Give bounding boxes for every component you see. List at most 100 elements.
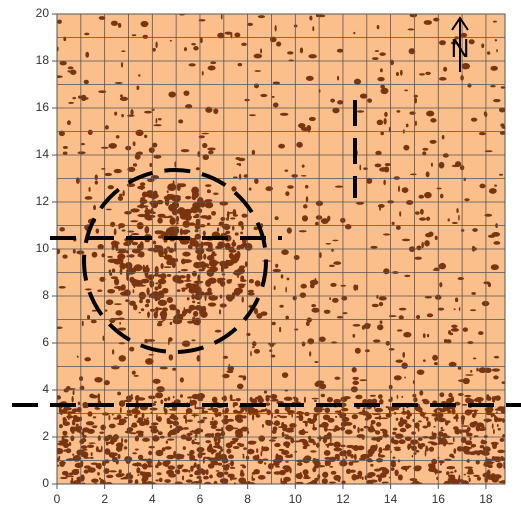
- speckle: [273, 416, 277, 419]
- speckle: [276, 41, 282, 47]
- speckle: [98, 16, 106, 20]
- speckle: [309, 15, 313, 21]
- speckle: [408, 48, 416, 55]
- speckle: [419, 411, 426, 417]
- speckle: [307, 417, 312, 422]
- speckle: [138, 205, 149, 208]
- speckle: [253, 226, 259, 231]
- speckle: [314, 277, 317, 284]
- speckle: [193, 462, 197, 468]
- speckle: [320, 218, 329, 224]
- speckle: [195, 167, 200, 171]
- speckle: [155, 118, 158, 124]
- speckle: [131, 241, 139, 246]
- speckle: [182, 220, 191, 228]
- speckle: [352, 424, 357, 429]
- speckle: [168, 473, 177, 478]
- speckle: [358, 457, 366, 461]
- speckle: [321, 423, 325, 428]
- speckle: [105, 299, 114, 306]
- speckle: [394, 448, 402, 452]
- speckle: [381, 481, 389, 484]
- speckle: [110, 276, 119, 280]
- speckle: [93, 204, 97, 211]
- speckle: [323, 426, 328, 432]
- speckle: [407, 28, 415, 31]
- speckle: [184, 308, 188, 314]
- speckle: [104, 309, 108, 312]
- speckle: [274, 442, 281, 448]
- speckle: [271, 95, 275, 98]
- speckle: [286, 277, 290, 281]
- speckle: [62, 254, 68, 259]
- speckle: [166, 454, 175, 460]
- speckle: [451, 408, 456, 415]
- speckle: [488, 188, 497, 194]
- speckle: [139, 198, 148, 204]
- speckle: [125, 271, 134, 275]
- speckle: [201, 469, 206, 476]
- speckle: [472, 228, 478, 232]
- speckle: [207, 463, 215, 469]
- speckle: [204, 291, 213, 296]
- speckle: [323, 438, 326, 444]
- speckle: [476, 367, 479, 372]
- speckle: [286, 227, 292, 234]
- speckle: [167, 438, 175, 441]
- speckle: [138, 251, 145, 258]
- speckle: [462, 377, 470, 385]
- speckle: [236, 383, 244, 390]
- speckle: [315, 221, 319, 226]
- speckle: [289, 423, 297, 428]
- speckle: [220, 430, 226, 437]
- speckle: [144, 303, 150, 308]
- speckle: [190, 399, 198, 406]
- speckle: [124, 210, 132, 215]
- speckle: [109, 439, 118, 443]
- speckle: [217, 278, 222, 284]
- speckle: [385, 406, 390, 408]
- speckle: [297, 481, 304, 484]
- speckle: [359, 164, 362, 171]
- speckle: [253, 308, 259, 315]
- speckle: [457, 277, 465, 281]
- speckle: [494, 39, 498, 42]
- speckle: [72, 96, 76, 100]
- speckle: [424, 191, 432, 199]
- speckle: [451, 479, 461, 484]
- speckle: [486, 394, 490, 399]
- speckle: [67, 414, 70, 420]
- speckle: [400, 465, 410, 470]
- speckle: [157, 283, 162, 289]
- speckle: [446, 442, 454, 445]
- speckle: [138, 421, 146, 427]
- speckle: [449, 471, 454, 474]
- speckle: [196, 446, 205, 453]
- y-tick-label: 8: [42, 288, 49, 302]
- speckle: [200, 419, 206, 421]
- speckle: [210, 61, 217, 65]
- speckle: [85, 51, 90, 58]
- speckle: [332, 107, 340, 114]
- speckle: [251, 414, 255, 421]
- speckle: [417, 437, 423, 441]
- speckle: [328, 264, 335, 268]
- speckle: [379, 398, 384, 405]
- speckle: [74, 427, 83, 431]
- speckle: [219, 303, 227, 308]
- speckle: [375, 422, 382, 427]
- speckle: [422, 359, 426, 362]
- speckle: [428, 231, 434, 237]
- speckle: [124, 439, 128, 443]
- speckle: [176, 221, 179, 225]
- speckle: [352, 380, 359, 386]
- speckle: [163, 266, 172, 269]
- speckle: [436, 407, 443, 411]
- speckle: [236, 163, 241, 166]
- speckle: [101, 412, 110, 416]
- speckle: [191, 293, 196, 300]
- speckle: [173, 450, 177, 457]
- speckle: [369, 394, 377, 397]
- speckle: [436, 187, 442, 190]
- speckle: [130, 393, 133, 397]
